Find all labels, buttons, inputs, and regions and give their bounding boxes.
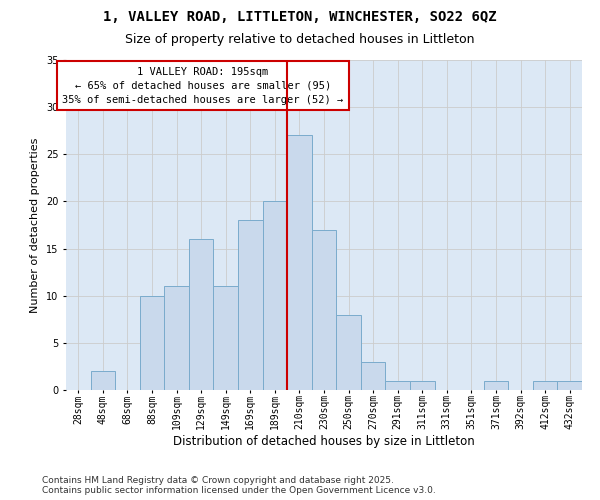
Bar: [336, 314, 361, 390]
Text: 1 VALLEY ROAD: 195sqm
← 65% of detached houses are smaller (95)
35% of semi-deta: 1 VALLEY ROAD: 195sqm ← 65% of detached …: [62, 66, 343, 104]
Bar: [312, 230, 336, 390]
Y-axis label: Number of detached properties: Number of detached properties: [31, 138, 40, 312]
Bar: [189, 239, 214, 390]
Bar: [484, 380, 508, 390]
Bar: [238, 220, 263, 390]
Bar: [214, 286, 238, 390]
Bar: [287, 136, 312, 390]
Text: Size of property relative to detached houses in Littleton: Size of property relative to detached ho…: [125, 32, 475, 46]
Bar: [361, 362, 385, 390]
Bar: [557, 380, 582, 390]
Bar: [164, 286, 189, 390]
X-axis label: Distribution of detached houses by size in Littleton: Distribution of detached houses by size …: [173, 435, 475, 448]
Bar: [385, 380, 410, 390]
Bar: [263, 202, 287, 390]
Bar: [91, 371, 115, 390]
Bar: [410, 380, 434, 390]
Bar: [140, 296, 164, 390]
Text: 1, VALLEY ROAD, LITTLETON, WINCHESTER, SO22 6QZ: 1, VALLEY ROAD, LITTLETON, WINCHESTER, S…: [103, 10, 497, 24]
Bar: [533, 380, 557, 390]
Text: Contains HM Land Registry data © Crown copyright and database right 2025.
Contai: Contains HM Land Registry data © Crown c…: [42, 476, 436, 495]
